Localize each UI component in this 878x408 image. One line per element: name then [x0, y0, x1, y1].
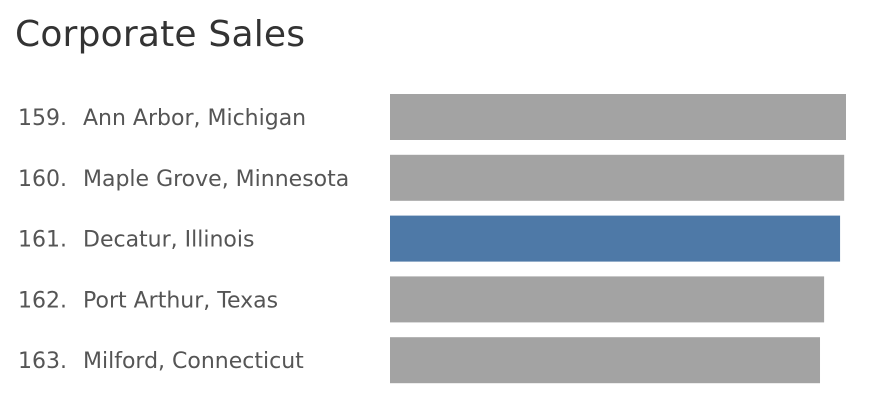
bar[interactable] — [390, 154, 845, 201]
bar[interactable] — [390, 94, 846, 140]
bar[interactable] — [390, 276, 825, 323]
rank-label: 162. — [18, 288, 67, 313]
category-label: Ann Arbor, Michigan — [83, 106, 306, 131]
category-label: Port Arthur, Texas — [83, 288, 278, 313]
chart-title: Corporate Sales — [15, 14, 306, 55]
bar[interactable] — [390, 337, 821, 384]
rank-label: 159. — [18, 106, 67, 131]
rank-label: 160. — [18, 167, 67, 192]
category-label: Milford, Connecticut — [83, 349, 304, 374]
category-label: Maple Grove, Minnesota — [83, 167, 349, 192]
category-label: Decatur, Illinois — [83, 228, 254, 253]
bar-rows: 159. Ann Arbor, Michigan 160. Maple Grove, … — [18, 94, 846, 384]
rank-label: 163. — [18, 349, 67, 374]
bar-highlighted[interactable] — [390, 215, 841, 262]
rank-label: 161. — [18, 228, 67, 253]
